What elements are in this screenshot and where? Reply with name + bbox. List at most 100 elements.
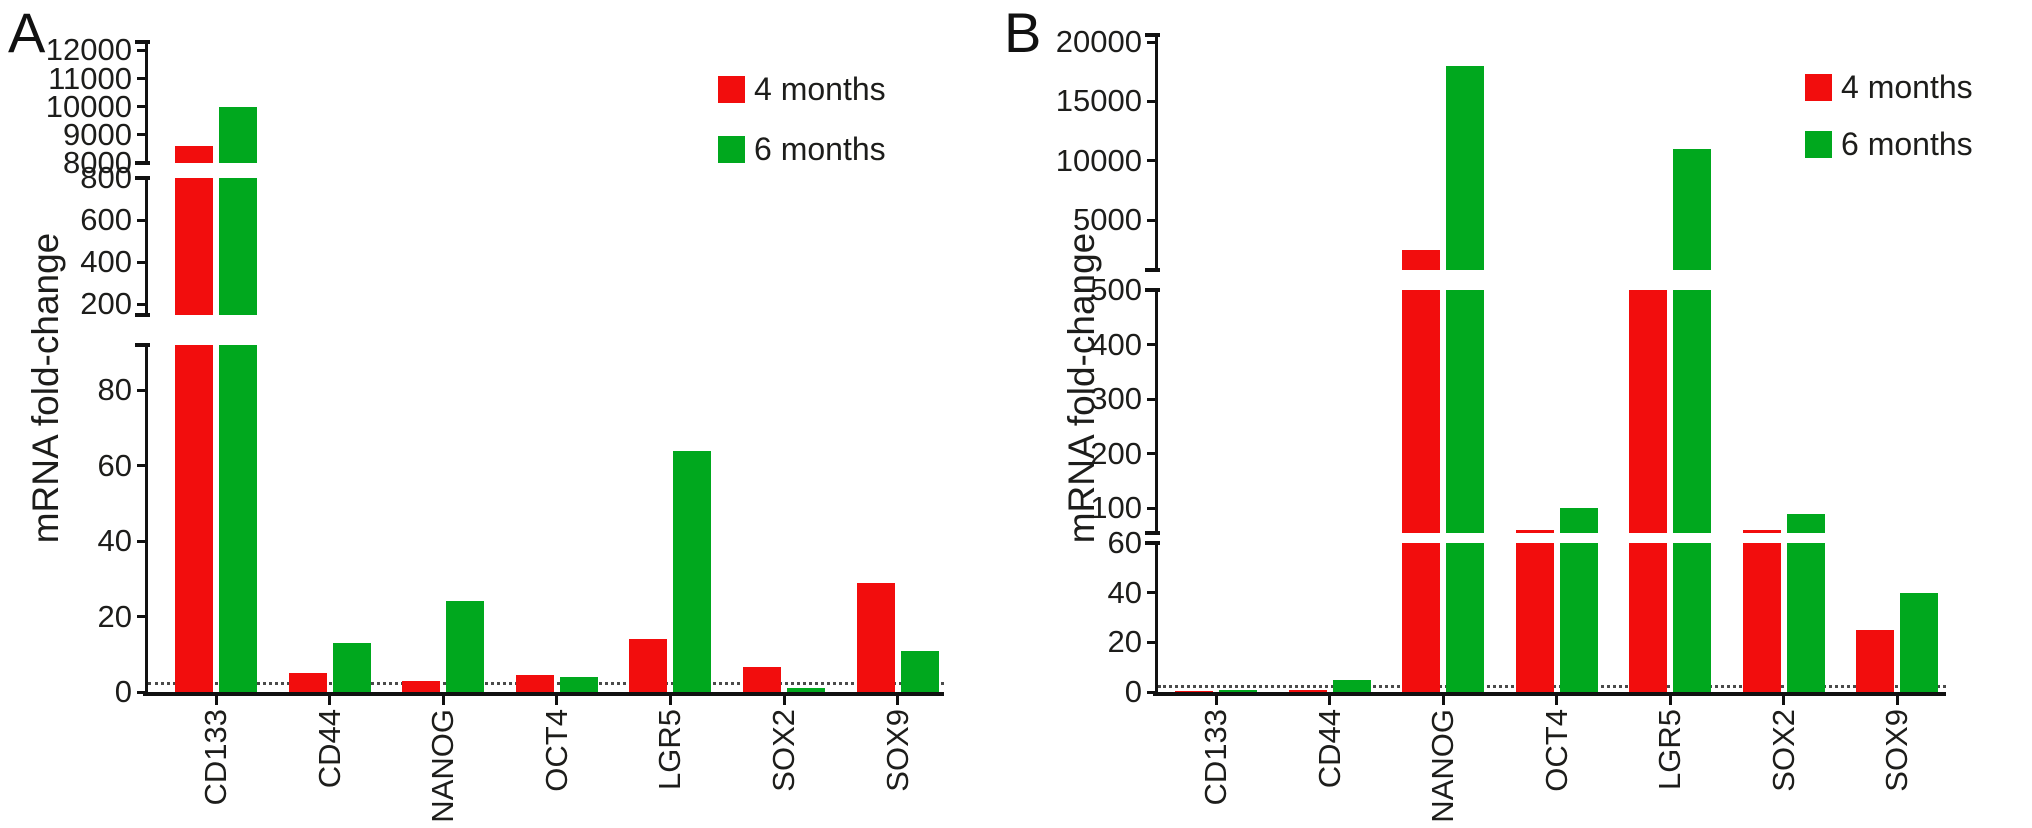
x-tick bbox=[782, 696, 786, 705]
y-tick bbox=[137, 218, 147, 222]
panel-letter-A: A bbox=[8, 1, 46, 64]
x-category-label: OCT4 bbox=[538, 709, 574, 792]
bar-SOX2-6-months bbox=[1786, 543, 1825, 692]
y-tick-label: 80 bbox=[97, 372, 132, 408]
bar-CD44-6-months bbox=[1332, 679, 1371, 692]
bar-LGR5-6-months bbox=[673, 450, 712, 692]
y-tick bbox=[1147, 288, 1157, 292]
bar-NANOG-4-months bbox=[1402, 249, 1440, 270]
bar-NANOG-4-months bbox=[1402, 290, 1440, 533]
legend-label-4-months: 4 months bbox=[1841, 69, 1973, 105]
y-tick-label: 0 bbox=[114, 674, 132, 709]
x-category-label: CD133 bbox=[198, 709, 233, 806]
x-category-label: LGR5 bbox=[652, 709, 688, 790]
x-tick bbox=[441, 696, 445, 705]
bar-CD133-4-months bbox=[175, 146, 213, 163]
bar-CD44-4-months bbox=[1288, 689, 1327, 692]
x-category-label: NANOG bbox=[1425, 709, 1460, 823]
bar-OCT4-6-months bbox=[1559, 543, 1598, 692]
x-tick bbox=[668, 696, 672, 705]
legend-swatch-6-months bbox=[1805, 131, 1832, 158]
bar-LGR5-6-months bbox=[1673, 290, 1711, 533]
y-tick bbox=[137, 133, 147, 137]
y-tick-label: 20 bbox=[97, 598, 132, 634]
y-tick bbox=[1147, 99, 1157, 103]
y-tick-label: 11000 bbox=[48, 60, 132, 96]
bar-CD133-6-months bbox=[219, 106, 257, 163]
bar-SOX2-6-months bbox=[1786, 513, 1825, 533]
y-tick bbox=[1147, 397, 1157, 401]
y-tick-label: 500 bbox=[1090, 272, 1142, 307]
bar-NANOG-6-months bbox=[446, 601, 485, 692]
bar-CD133-4-months bbox=[175, 345, 213, 692]
x-tick bbox=[555, 696, 559, 705]
y-tick-label: 10000 bbox=[1055, 142, 1142, 178]
y-tick bbox=[137, 48, 147, 52]
y-axis-segment bbox=[145, 345, 148, 692]
x-tick bbox=[1441, 696, 1445, 705]
y-tick bbox=[1147, 506, 1157, 510]
bar-OCT4-4-months bbox=[1515, 530, 1554, 533]
y-axis-break-cap bbox=[135, 40, 150, 44]
y-tick bbox=[1147, 40, 1157, 44]
panel-A: A mRNA fold-change 0 20 40 60 80 200 400 600 800… bbox=[8, 1, 944, 823]
y-tick-label: 8000 bbox=[63, 145, 132, 180]
x-tick bbox=[328, 696, 332, 705]
x-category-label: CD44 bbox=[1311, 709, 1347, 789]
x-tick bbox=[1668, 696, 1672, 705]
legend-label-4-months: 4 months bbox=[754, 71, 886, 107]
y-tick bbox=[1147, 343, 1157, 347]
bar-OCT4-4-months bbox=[1515, 543, 1554, 692]
x-category-label: SOX2 bbox=[766, 709, 801, 792]
bar-SOX2-6-months bbox=[787, 688, 825, 692]
panel-B: B mRNA fold-change 0 20 40 60 100 200 300 400 50… bbox=[1004, 0, 2032, 828]
y-axis-segment bbox=[145, 42, 148, 163]
y-tick bbox=[137, 539, 147, 543]
panel-letter-B: B bbox=[1004, 1, 1042, 64]
y-tick-label: 15000 bbox=[1055, 83, 1142, 119]
y-tick-label: 800 bbox=[80, 160, 132, 195]
bar-LGR5-4-months bbox=[629, 639, 668, 692]
y-tick-label: 5000 bbox=[1073, 202, 1142, 238]
legend-swatch-4-months bbox=[1805, 74, 1832, 101]
y-tick-label: 0 bbox=[1124, 674, 1142, 709]
x-axis bbox=[143, 692, 944, 696]
bar-OCT4-4-months bbox=[515, 675, 554, 692]
y-tick bbox=[137, 105, 147, 109]
y-axis-segment bbox=[145, 178, 148, 315]
y-tick-label: 60 bbox=[97, 447, 132, 483]
bar-LGR5-4-months bbox=[1629, 543, 1667, 692]
bar-NANOG-6-months bbox=[1446, 65, 1484, 270]
x-tick bbox=[1555, 696, 1558, 705]
y-tick bbox=[1147, 541, 1157, 545]
y-tick-label: 400 bbox=[80, 244, 132, 280]
bar-SOX2-4-months bbox=[1742, 543, 1781, 692]
bar-CD44-6-months bbox=[332, 642, 371, 692]
y-tick bbox=[137, 690, 147, 694]
bar-CD44-4-months bbox=[288, 673, 327, 692]
y-tick-label: 100 bbox=[1090, 490, 1142, 526]
y-axis-break-cap bbox=[135, 343, 150, 347]
bar-CD133-6-months bbox=[219, 345, 257, 692]
y-tick bbox=[1147, 452, 1157, 456]
bar-LGR5-6-months bbox=[1673, 543, 1711, 692]
x-tick bbox=[1895, 696, 1899, 705]
y-tick-label: 600 bbox=[80, 202, 132, 238]
y-tick-label: 12000 bbox=[45, 32, 132, 68]
bar-CD133-4-months bbox=[1175, 690, 1213, 692]
y-tick bbox=[137, 615, 147, 619]
x-tick bbox=[214, 696, 218, 705]
legend-swatch-6-months bbox=[718, 136, 745, 163]
y-axis-break-cap bbox=[1145, 531, 1160, 535]
x-category-label: OCT4 bbox=[1538, 709, 1574, 792]
bar-SOX9-6-months bbox=[1900, 592, 1938, 692]
y-axis-segment bbox=[1155, 35, 1158, 270]
x-tick bbox=[1782, 696, 1785, 705]
bar-CD133-6-months bbox=[219, 178, 257, 315]
x-category-label: LGR5 bbox=[1652, 709, 1687, 790]
x-category-label: SOX9 bbox=[1879, 709, 1914, 792]
x-tick bbox=[1328, 696, 1331, 705]
bar-SOX9-4-months bbox=[856, 582, 895, 692]
y-tick-label: 10000 bbox=[45, 88, 132, 124]
